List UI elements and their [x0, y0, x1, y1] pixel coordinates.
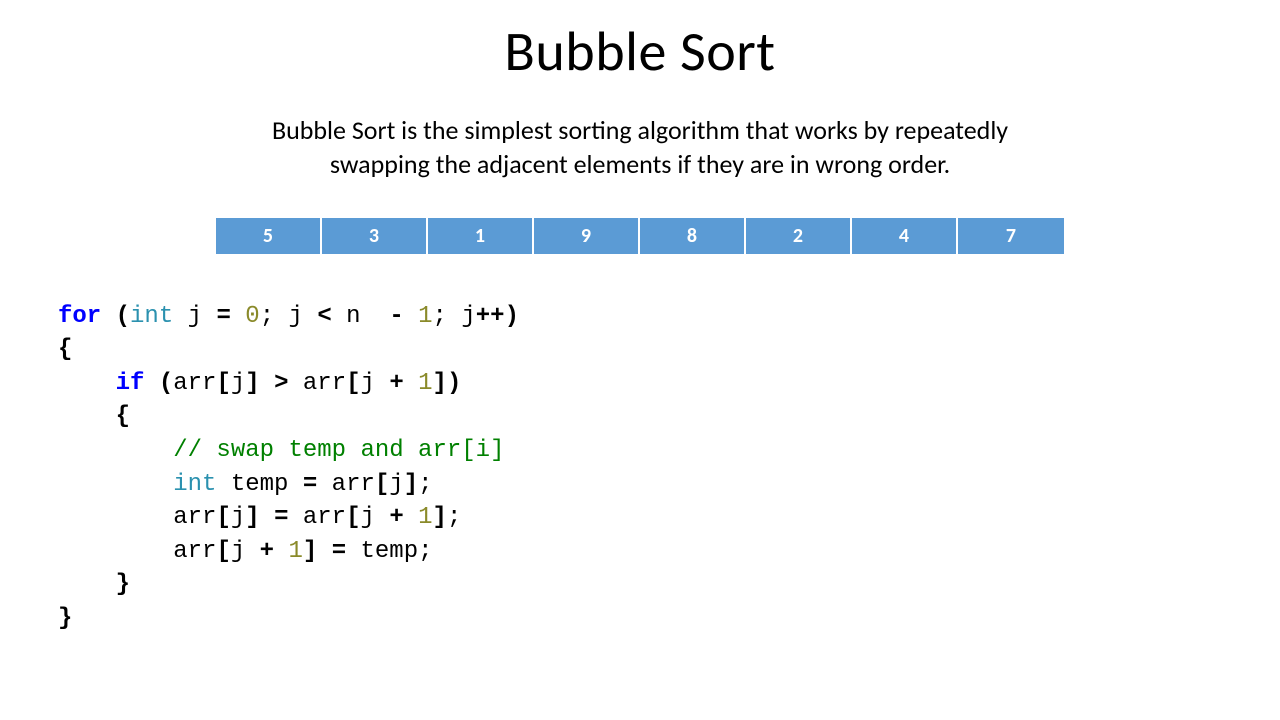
code-text: ;: [433, 303, 447, 330]
code-brace: }: [58, 605, 72, 632]
code-text: temp: [361, 538, 419, 565]
code-bracket: ]: [303, 538, 317, 565]
code-op: =: [274, 504, 288, 531]
code-number: 1: [418, 303, 432, 330]
code-comment: // swap temp and arr[i]: [173, 437, 504, 464]
code-bracket: ]: [245, 370, 259, 397]
code-text: arr: [173, 370, 216, 397]
code-paren: (: [116, 303, 130, 330]
array-cell: 4: [852, 218, 958, 254]
code-text: arr: [173, 538, 216, 565]
code-text: j: [173, 303, 216, 330]
code-bracket: [: [346, 504, 360, 531]
array-cell: 2: [746, 218, 852, 254]
code-paren: (: [159, 370, 173, 397]
code-text: [317, 471, 331, 498]
code-number: 1: [418, 504, 432, 531]
code-brace: {: [58, 336, 72, 363]
array-cell: 7: [958, 218, 1064, 254]
code-text: j: [361, 504, 375, 531]
array-cell: 9: [534, 218, 640, 254]
code-type-int: int: [130, 303, 173, 330]
code-text: [245, 538, 259, 565]
code-bracket: [: [216, 370, 230, 397]
code-op: -: [389, 303, 403, 330]
code-op: +: [260, 538, 274, 565]
code-text: [346, 538, 360, 565]
code-op: >: [274, 370, 288, 397]
code-block: for (int j = 0; j < n - 1; j++) { if (ar…: [58, 300, 1280, 636]
code-keyword-for: for: [58, 303, 101, 330]
page-title: Bubble Sort: [0, 0, 1280, 86]
code-text: ;: [447, 504, 461, 531]
code-text: ;: [260, 303, 274, 330]
code-brace: {: [116, 403, 130, 430]
code-bracket: [: [216, 504, 230, 531]
code-text: j: [231, 504, 245, 531]
code-bracket: [: [216, 538, 230, 565]
code-text: temp: [216, 471, 302, 498]
array-visualization: 5 3 1 9 8 2 4 7: [0, 218, 1280, 254]
code-text: arr: [332, 471, 375, 498]
code-text: [317, 538, 331, 565]
code-text: j: [231, 370, 245, 397]
code-number: 1: [288, 538, 302, 565]
code-bracket: ]: [404, 471, 418, 498]
array-cell: 3: [322, 218, 428, 254]
code-bracket: ]: [433, 370, 447, 397]
code-brace: }: [116, 571, 130, 598]
code-text: [274, 538, 288, 565]
code-text: [231, 303, 245, 330]
code-text: [288, 504, 302, 531]
code-bracket: [: [346, 370, 360, 397]
code-keyword-if: if: [116, 370, 145, 397]
description-line-2: swapping the adjacent elements if they a…: [330, 148, 950, 180]
code-text: arr: [173, 504, 216, 531]
code-text: [260, 370, 274, 397]
code-text: j: [389, 471, 403, 498]
code-text: [375, 504, 389, 531]
code-op: =: [216, 303, 230, 330]
code-text: n: [332, 303, 390, 330]
array-cell: 8: [640, 218, 746, 254]
array-cell: 1: [428, 218, 534, 254]
code-text: ;: [418, 471, 432, 498]
code-text: [144, 370, 158, 397]
code-text: [260, 504, 274, 531]
code-text: [404, 504, 418, 531]
code-op: =: [332, 538, 346, 565]
code-bracket: ]: [433, 504, 447, 531]
code-number: 0: [245, 303, 259, 330]
code-text: j: [274, 303, 317, 330]
code-text: [288, 370, 302, 397]
code-op: +: [389, 370, 403, 397]
code-text: [375, 370, 389, 397]
code-op: =: [303, 471, 317, 498]
code-type-int: int: [173, 471, 216, 498]
code-paren: ): [447, 370, 461, 397]
description-text: Bubble Sort is the simplest sorting algo…: [0, 114, 1280, 182]
code-text: arr: [303, 370, 346, 397]
code-text: j: [231, 538, 245, 565]
code-text: [101, 303, 115, 330]
code-paren: ): [505, 303, 519, 330]
code-text: ;: [418, 538, 432, 565]
code-text: [404, 303, 418, 330]
code-op: +: [389, 504, 403, 531]
code-text: j: [447, 303, 476, 330]
array-cell: 5: [216, 218, 322, 254]
code-op: ++: [476, 303, 505, 330]
code-text: j: [361, 370, 375, 397]
code-op: <: [317, 303, 331, 330]
code-bracket: [: [375, 471, 389, 498]
description-line-1: Bubble Sort is the simplest sorting algo…: [272, 114, 1008, 146]
code-number: 1: [418, 370, 432, 397]
code-text: arr: [303, 504, 346, 531]
code-bracket: ]: [245, 504, 259, 531]
code-text: [404, 370, 418, 397]
